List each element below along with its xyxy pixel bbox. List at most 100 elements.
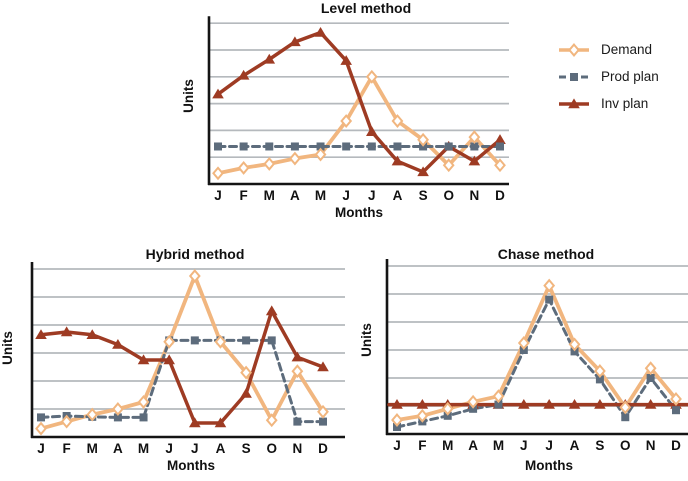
prod-plan-marker — [319, 417, 327, 426]
inv-plan-legend-marker-icon — [559, 98, 589, 109]
prod-plan-marker — [672, 406, 680, 415]
x-tick-label: A — [393, 188, 403, 203]
inv-plan-marker — [391, 155, 404, 166]
prod-plan-marker — [316, 142, 325, 151]
prod-plan-marker — [621, 413, 630, 422]
prod-plan-marker — [342, 142, 351, 151]
x-tick-label: M — [493, 438, 504, 453]
x-tick-label: M — [315, 188, 326, 203]
inv-plan-marker — [543, 399, 555, 409]
inv-plan-marker — [263, 53, 276, 64]
prod-plan-marker — [470, 142, 479, 151]
level-chart-title: Level method — [320, 0, 412, 16]
demand-marker — [670, 392, 682, 406]
demand-marker — [494, 158, 506, 173]
legend-label: Demand — [601, 42, 653, 57]
x-tick-label: J — [342, 188, 350, 203]
chase-y-axis-label: Units — [359, 323, 374, 357]
inv-plan-marker — [237, 69, 250, 80]
inv-plan-line — [39, 309, 325, 425]
x-tick-label: N — [292, 441, 302, 456]
demand-marker — [365, 69, 378, 84]
demand-marker — [391, 114, 404, 128]
demand-marker — [619, 400, 632, 415]
inv-plan-marker — [214, 417, 227, 428]
legend-item-inv-plan: Inv plan — [558, 95, 659, 113]
demand-marker — [416, 408, 429, 423]
inv-plan-marker — [86, 329, 99, 339]
demand-marker — [212, 166, 224, 181]
demand-marker — [214, 334, 227, 349]
demand-marker — [288, 151, 301, 166]
inv-plan-marker — [112, 339, 124, 349]
inv-plan-marker — [568, 399, 581, 409]
demand-marker — [188, 269, 201, 283]
legend-label: Prod plan — [601, 69, 659, 84]
inv-plan-marker — [265, 305, 278, 316]
legend-item-prod-plan: Prod plan — [558, 68, 659, 86]
prod-plan-line — [395, 298, 678, 429]
demand-marker — [265, 413, 278, 428]
legend-item-demand: Demand — [558, 41, 659, 59]
demand-marker — [468, 130, 481, 145]
prod-plan-legend-marker-icon — [559, 73, 589, 81]
inv-plan-marker — [137, 354, 150, 365]
prod-plan-line — [39, 338, 325, 424]
inv-plan-marker — [189, 417, 201, 428]
demand-marker — [441, 401, 454, 416]
x-tick-label: S — [419, 188, 428, 203]
demand-marker — [467, 394, 480, 409]
prod-plan-marker — [646, 374, 655, 382]
x-tick-label: S — [595, 438, 604, 453]
inv-plan-marker — [163, 354, 175, 365]
x-tick-label: O — [443, 188, 454, 203]
prod-plan-marker — [595, 375, 604, 384]
x-tick-label: A — [290, 188, 300, 203]
demand-marker — [111, 402, 124, 416]
level-x-axis-label: Months — [335, 205, 383, 220]
inv-plan-marker — [494, 134, 506, 144]
demand-marker — [163, 334, 176, 349]
prod-plan-marker — [37, 413, 45, 422]
inv-plan-marker — [644, 399, 657, 409]
prod-plan-marker — [494, 400, 503, 409]
x-tick-label: S — [242, 441, 251, 456]
inv-plan-marker — [391, 399, 403, 409]
hybrid-x-axis-label: Months — [167, 458, 215, 473]
prod-plan-marker — [290, 142, 299, 151]
x-tick-label: F — [63, 441, 71, 456]
demand-marker — [317, 404, 329, 419]
inv-plan-marker — [518, 399, 530, 409]
demand-marker — [35, 421, 47, 436]
prod-plan-marker — [293, 417, 302, 426]
x-tick-label: J — [545, 438, 553, 453]
prod-plan-marker — [393, 142, 402, 151]
demand-marker — [263, 156, 276, 171]
legend: Demand Prod plan Inv plan — [558, 41, 659, 122]
prod-plan-marker — [496, 142, 504, 151]
x-tick-label: M — [138, 441, 149, 456]
prod-plan-marker — [242, 336, 251, 345]
demand-marker — [593, 364, 606, 378]
x-tick-label: N — [646, 438, 656, 453]
prod-plan-marker — [367, 142, 376, 151]
prod-plan-marker — [267, 336, 276, 345]
demand-marker — [137, 395, 150, 409]
x-tick-label: F — [418, 438, 426, 453]
demand-marker — [543, 278, 556, 293]
prod-plan-marker — [139, 413, 148, 422]
x-tick-label: A — [113, 441, 123, 456]
level-y-axis-label: Units — [181, 79, 196, 113]
x-tick-label: M — [264, 188, 275, 203]
demand-marker — [291, 364, 304, 379]
prod-plan-marker — [570, 347, 579, 356]
prod-plan-marker — [265, 142, 274, 151]
inv-plan-marker — [35, 329, 47, 339]
demand-marker — [391, 413, 403, 427]
x-tick-label: O — [266, 441, 277, 456]
